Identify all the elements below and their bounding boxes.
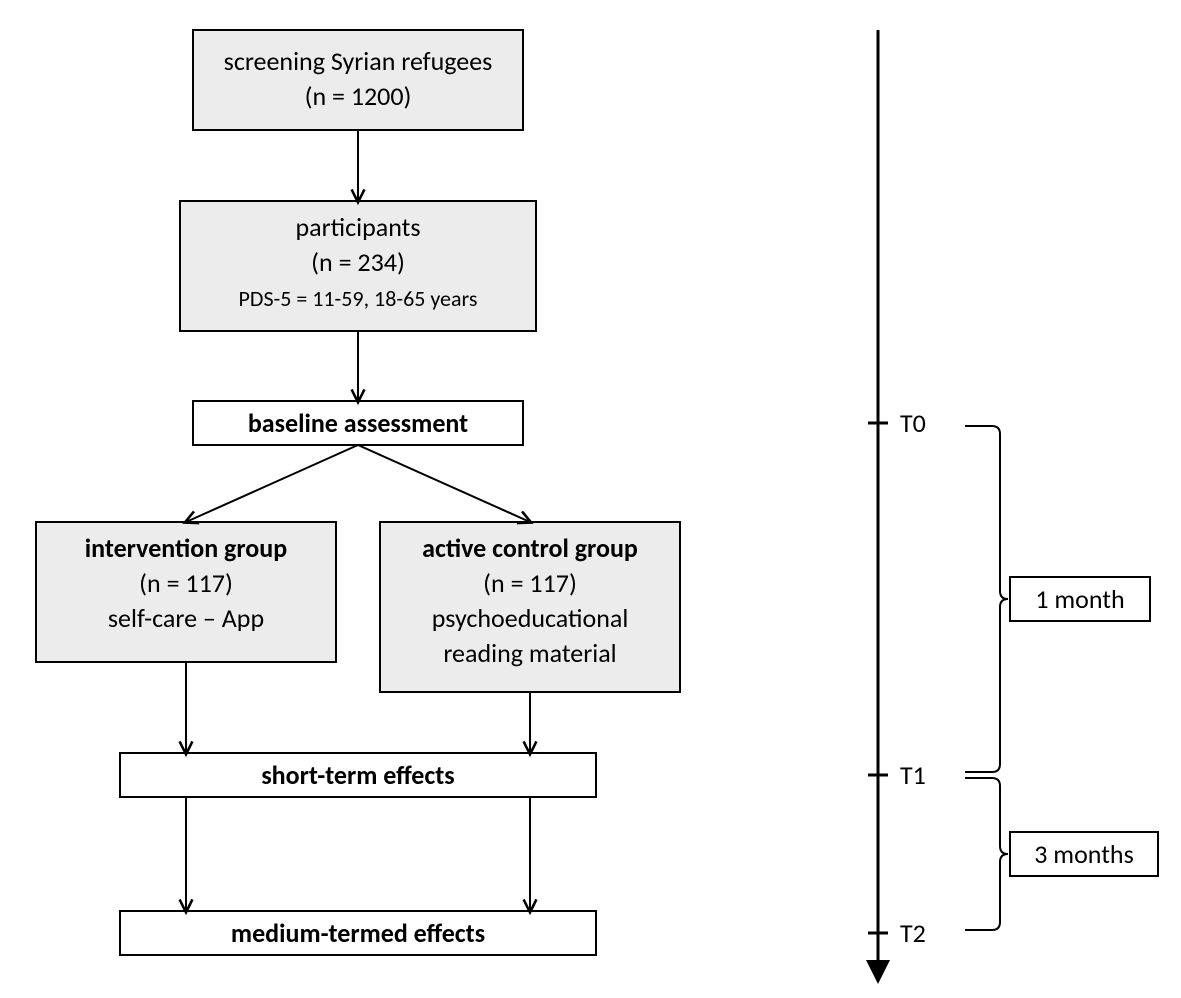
timeline-label: T1 (900, 759, 926, 791)
node-intervention-text: intervention group (85, 532, 287, 564)
node-medium_term-text: medium-termed effects (231, 917, 485, 949)
node-short_term: short-term effects (120, 753, 596, 797)
node-intervention: intervention group(n = 117)self-care – A… (36, 522, 336, 662)
node-baseline: baseline assessment (193, 401, 523, 445)
node-baseline-text: baseline assessment (248, 407, 468, 439)
node-screening-text: screening Syrian refugees (224, 45, 493, 77)
node-intervention-text: self-care – App (108, 602, 264, 634)
node-participants-text: (n = 234) (311, 246, 405, 278)
node-participants-text: participants (295, 211, 420, 243)
timeline-label: T2 (900, 917, 926, 949)
node-control-text: active control group (422, 532, 638, 564)
timeline-period-label: 3 months (1034, 838, 1134, 870)
timeline-bracket (965, 778, 1008, 930)
edge-baseline_to_intervention (186, 445, 358, 522)
node-medium_term: medium-termed effects (120, 911, 596, 955)
timeline-bracket (965, 426, 1008, 772)
timeline-label: T0 (900, 407, 926, 439)
node-screening-text: (n = 1200) (305, 80, 412, 112)
node-participants: participants(n = 234) PDS-5 = 11-59, 18-6… (180, 201, 536, 331)
node-intervention-text: (n = 117) (139, 567, 233, 599)
edge-baseline_to_control (358, 445, 530, 522)
node-control-text: psychoeducational (432, 602, 629, 634)
node-control: active control group(n = 117)psychoeduca… (380, 522, 680, 692)
node-control-text: (n = 117) (483, 567, 577, 599)
timeline-period-label: 1 month (1035, 583, 1124, 615)
node-short_term-text: short-term effects (261, 759, 454, 791)
node-participants-text: PDS-5 = 11-59, 18-65 years (239, 285, 478, 312)
node-screening: screening Syrian refugees(n = 1200) (193, 30, 523, 130)
node-control-text: reading material (443, 637, 616, 669)
